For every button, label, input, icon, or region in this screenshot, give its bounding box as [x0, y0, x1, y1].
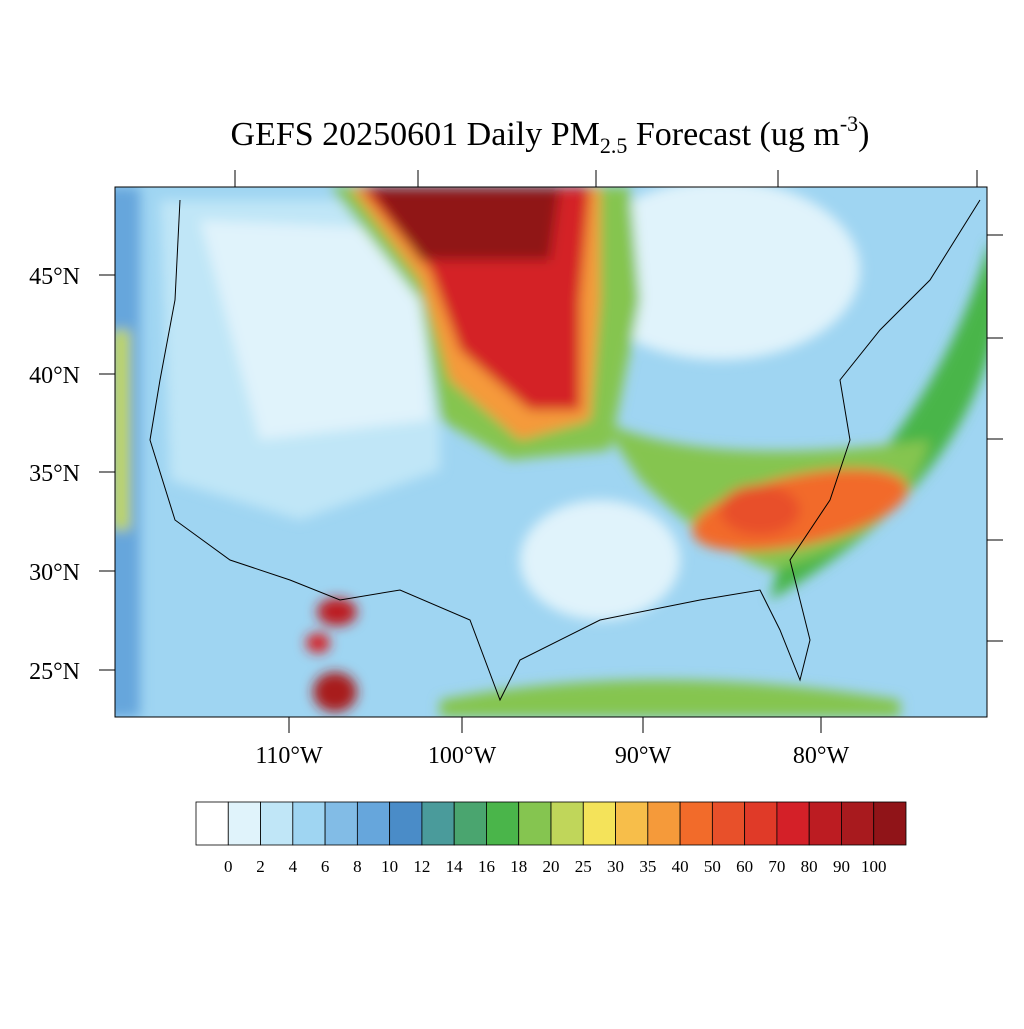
colorbar-label: 50 [704, 857, 721, 876]
colorbar-label: 12 [413, 857, 430, 876]
lon-label: 100°W [428, 743, 497, 769]
mexico-spot-3 [313, 672, 357, 712]
lat-label: 25°N [29, 659, 80, 685]
lat-label: 35°N [29, 461, 80, 487]
title-main: GEFS 20250601 Daily PM [231, 116, 600, 153]
gulf-band [440, 680, 900, 717]
colorbar-label: 25 [575, 857, 592, 876]
colorbar-label: 40 [672, 857, 689, 876]
colorbar-box [550, 801, 584, 846]
colorbar-label: 80 [801, 857, 818, 876]
colorbar-box [615, 801, 649, 846]
colorbar-label: 100 [861, 857, 887, 876]
colorbar-label: 0 [224, 857, 233, 876]
southeast-core [720, 485, 800, 535]
lon-label: 80°W [793, 743, 850, 769]
colorbar: 0 2 4 6 8 10 12 14 16 18 20 25 30 35 40 50 60 70 80 90 100 [195, 801, 907, 876]
colorbar-box [389, 801, 423, 846]
colorbar-box [679, 801, 713, 846]
colorbar-label: 70 [768, 857, 785, 876]
lon-label: 90°W [615, 743, 672, 769]
lat-label: 30°N [29, 560, 80, 586]
map-field [115, 187, 987, 717]
colorbar-box [260, 801, 294, 846]
colorbar-label: 10 [381, 857, 398, 876]
colorbar-box [421, 801, 455, 846]
colorbar-label: 20 [543, 857, 560, 876]
colorbar-box [841, 801, 875, 846]
colorbar-label: 18 [510, 857, 527, 876]
mexico-spot-1 [317, 598, 357, 626]
colorbar-box [292, 801, 326, 846]
colorbar-box [227, 801, 261, 846]
colorbar-label: 8 [353, 857, 362, 876]
title-rest: Forecast (ug m [627, 116, 839, 153]
title-sup: -3 [840, 111, 858, 136]
colorbar-label: 2 [256, 857, 265, 876]
colorbar-box [518, 801, 552, 846]
colorbar-box [195, 801, 229, 846]
colorbar-label: 4 [289, 857, 298, 876]
colorbar-label: 60 [736, 857, 753, 876]
coast-band [115, 330, 130, 530]
graticule-labels: 45°N 40°N 35°N 30°N 25°N 110°W 100°W 90°W 80°W [29, 264, 849, 769]
lat-label: 45°N [29, 264, 80, 290]
title-end: ) [858, 116, 869, 153]
colorbar-label: 30 [607, 857, 624, 876]
plume-core [370, 187, 560, 260]
colorbar-box [744, 801, 778, 846]
title: GEFS 20250601 Daily PM2.5 Forecast (ug m… [231, 111, 870, 158]
colorbar-box [711, 801, 746, 846]
south-clean [520, 500, 680, 620]
mexico-spot-2 [306, 633, 330, 653]
colorbar-box [453, 801, 487, 846]
colorbar-label: 16 [478, 857, 495, 876]
colorbar-box [808, 801, 842, 846]
colorbar-label: 90 [833, 857, 850, 876]
title-sub: 2.5 [600, 133, 628, 158]
colorbar-label: 14 [446, 857, 464, 876]
coastline [149, 199, 981, 702]
lon-label: 110°W [255, 743, 323, 769]
colorbar-box [486, 801, 520, 846]
colorbar-box [582, 801, 616, 846]
colorbar-box [776, 801, 810, 846]
colorbar-label: 35 [639, 857, 656, 876]
colorbar-label: 6 [321, 857, 330, 876]
graticule-ticks [234, 170, 1003, 642]
west-clean [200, 220, 430, 440]
colorbar-box [873, 801, 907, 846]
colorbar-box [324, 801, 358, 846]
map-frame [114, 186, 988, 718]
colorbar-box [647, 801, 681, 846]
colorbar-box [356, 801, 391, 846]
lakes-clean [580, 187, 860, 360]
lat-label: 40°N [29, 363, 80, 389]
